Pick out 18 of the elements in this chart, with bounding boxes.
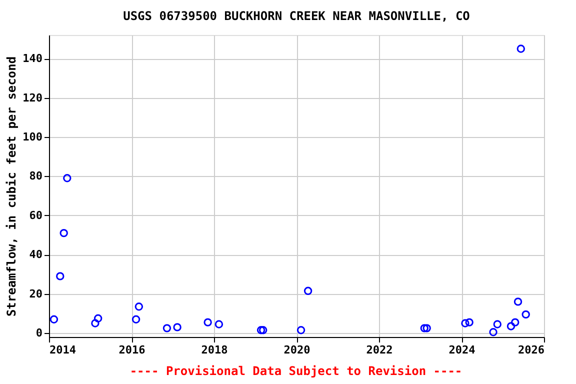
x-tick-label: 2024 bbox=[448, 344, 476, 356]
y-tick-label: 20 bbox=[29, 287, 42, 300]
x-tick-label: 2016 bbox=[118, 344, 146, 356]
y-tick-label: 80 bbox=[29, 170, 42, 183]
y-tick-label: 0 bbox=[36, 326, 42, 340]
y-tick-label: 40 bbox=[29, 248, 42, 262]
y-tick-label: 140 bbox=[22, 52, 42, 66]
text: ---- Provisional Data Subject to Revision ---- bbox=[130, 364, 462, 378]
y-tick-label: 120 bbox=[22, 91, 42, 104]
x-tick-label: 2022 bbox=[366, 344, 393, 356]
x-tick-label: 2026 bbox=[518, 344, 545, 356]
chart-title: USGS 06739500 BUCKHORN CREEK NEAR MASONVILLE, CO bbox=[123, 9, 470, 23]
y-tick-label: 60 bbox=[29, 208, 42, 222]
y-axis-title: Streamflow, in cubic feet per second bbox=[4, 56, 19, 317]
y-tick-label: 100 bbox=[22, 130, 42, 144]
x-tick-label: 2014 bbox=[50, 344, 76, 356]
x-tick-label: 2018 bbox=[201, 344, 228, 356]
x-tick-label: 2020 bbox=[284, 344, 310, 356]
